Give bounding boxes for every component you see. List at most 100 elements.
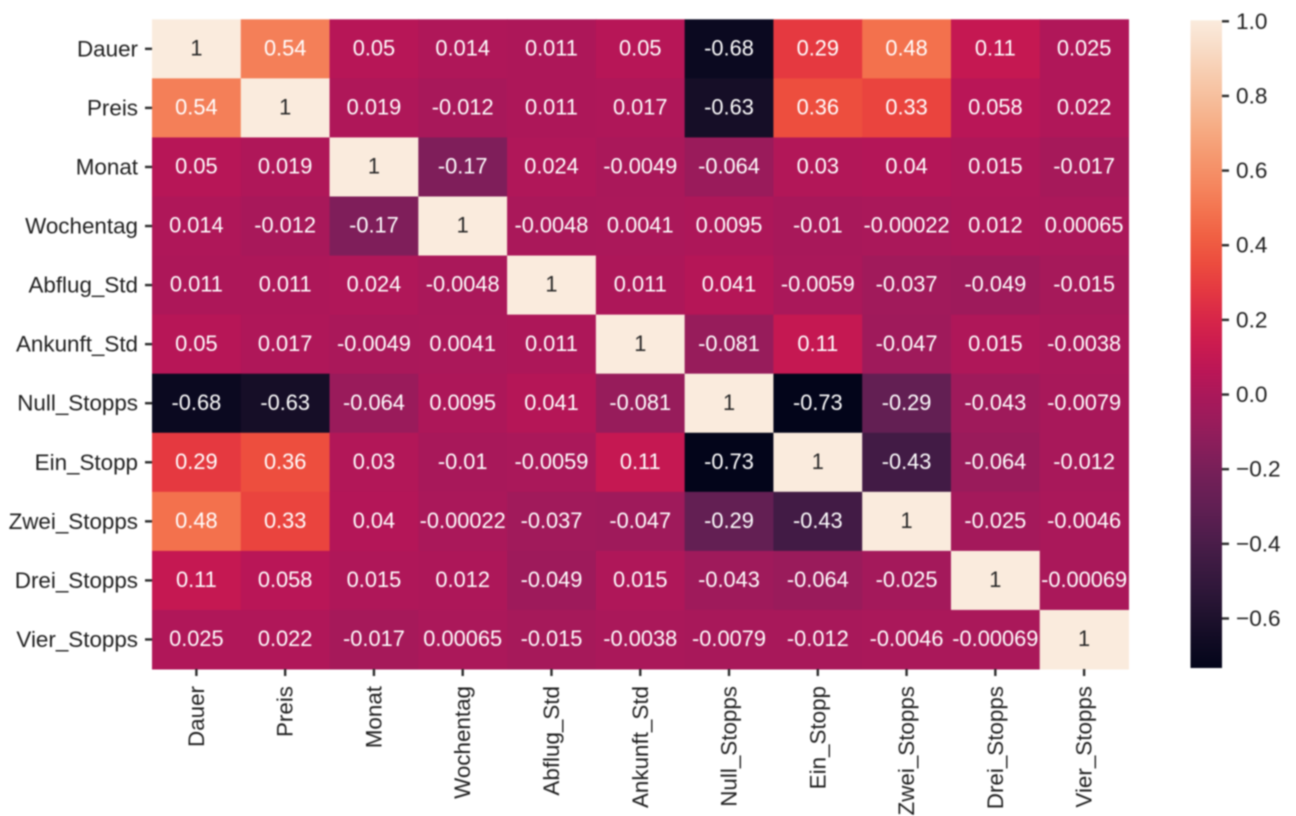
svg-text:-0.0049: -0.0049 [603, 154, 677, 179]
svg-text:−0.6: −0.6 [1236, 606, 1281, 631]
svg-text:Ein_Stopp: Ein_Stopp [805, 686, 830, 789]
svg-text:-0.015: -0.015 [521, 626, 583, 651]
svg-text:-0.064: -0.064 [343, 390, 405, 415]
svg-text:-0.0038: -0.0038 [1047, 331, 1121, 356]
svg-text:-0.73: -0.73 [793, 390, 843, 415]
svg-text:-0.43: -0.43 [882, 449, 932, 474]
svg-text:-0.043: -0.043 [964, 390, 1026, 415]
svg-text:-0.017: -0.017 [1053, 154, 1115, 179]
svg-text:0.36: 0.36 [797, 95, 839, 120]
svg-text:0.36: 0.36 [264, 449, 306, 474]
svg-text:-0.049: -0.049 [964, 272, 1026, 297]
svg-text:0.024: 0.024 [524, 154, 579, 179]
svg-text:-0.0046: -0.0046 [1047, 508, 1121, 533]
svg-text:-0.0048: -0.0048 [515, 213, 589, 238]
svg-text:0.011: 0.011 [614, 272, 667, 297]
svg-text:-0.0079: -0.0079 [1047, 390, 1121, 415]
svg-text:0.014: 0.014 [169, 213, 224, 238]
svg-text:0.022: 0.022 [1057, 95, 1112, 120]
svg-text:Vier_Stopps: Vier_Stopps [1072, 686, 1097, 808]
svg-text:0.022: 0.022 [258, 626, 313, 651]
svg-text:-0.68: -0.68 [704, 35, 754, 60]
svg-text:0.00065: 0.00065 [1045, 213, 1124, 238]
svg-text:0.05: 0.05 [619, 35, 661, 60]
svg-text:0.11: 0.11 [797, 331, 838, 356]
svg-text:Zwei_Stopps: Zwei_Stopps [894, 686, 919, 815]
svg-text:-0.047: -0.047 [876, 331, 938, 356]
svg-text:0.0041: 0.0041 [607, 213, 674, 238]
svg-text:-0.017: -0.017 [343, 626, 405, 651]
svg-text:-0.0049: -0.0049 [337, 331, 411, 356]
svg-text:-0.064: -0.064 [698, 154, 760, 179]
svg-text:0.025: 0.025 [169, 626, 224, 651]
svg-text:0.04: 0.04 [885, 154, 927, 179]
svg-text:1: 1 [190, 35, 202, 60]
svg-text:-0.17: -0.17 [349, 213, 399, 238]
svg-text:0.33: 0.33 [885, 95, 927, 120]
svg-text:1: 1 [812, 449, 824, 474]
svg-text:0.0: 0.0 [1236, 382, 1267, 407]
svg-text:-0.037: -0.037 [521, 508, 583, 533]
svg-text:0.011: 0.011 [525, 331, 578, 356]
svg-text:0.6: 0.6 [1236, 158, 1267, 183]
svg-text:1: 1 [279, 95, 291, 120]
svg-text:0.017: 0.017 [613, 95, 668, 120]
svg-text:Drei_Stopps: Drei_Stopps [983, 686, 1008, 809]
svg-text:1: 1 [634, 331, 646, 356]
svg-text:Wochentag: Wochentag [450, 686, 475, 799]
svg-text:0.33: 0.33 [264, 508, 306, 533]
svg-text:0.058: 0.058 [968, 95, 1023, 120]
svg-text:0.54: 0.54 [175, 95, 217, 120]
svg-text:Drei_Stopps: Drei_Stopps [15, 568, 138, 593]
svg-text:1.0: 1.0 [1236, 9, 1267, 34]
svg-text:0.05: 0.05 [353, 35, 395, 60]
svg-text:Abflug_Std: Abflug_Std [539, 686, 564, 796]
svg-text:0.48: 0.48 [175, 508, 217, 533]
svg-text:0.04: 0.04 [353, 508, 395, 533]
svg-text:Ein_Stopp: Ein_Stopp [35, 450, 138, 475]
svg-text:-0.29: -0.29 [704, 508, 754, 533]
svg-text:0.0095: 0.0095 [429, 390, 496, 415]
svg-text:0.0095: 0.0095 [696, 213, 763, 238]
svg-text:-0.0048: -0.0048 [426, 272, 500, 297]
svg-text:0.11: 0.11 [975, 35, 1016, 60]
svg-text:0.011: 0.011 [525, 35, 578, 60]
svg-text:0.041: 0.041 [702, 272, 757, 297]
svg-text:-0.00069: -0.00069 [1041, 567, 1127, 592]
svg-text:−0.4: −0.4 [1236, 531, 1281, 556]
svg-text:0.011: 0.011 [259, 272, 312, 297]
svg-text:Dauer: Dauer [184, 685, 209, 747]
svg-text:Preis: Preis [87, 95, 138, 120]
svg-text:-0.012: -0.012 [254, 213, 316, 238]
svg-text:-0.049: -0.049 [521, 567, 583, 592]
svg-text:0.012: 0.012 [435, 567, 490, 592]
svg-text:0.041: 0.041 [524, 390, 579, 415]
svg-text:Wochentag: Wochentag [25, 214, 138, 239]
svg-text:-0.00022: -0.00022 [420, 508, 506, 533]
svg-text:0.2: 0.2 [1236, 307, 1267, 332]
svg-text:1: 1 [368, 154, 380, 179]
svg-text:Zwei_Stopps: Zwei_Stopps [9, 509, 138, 534]
svg-text:-0.064: -0.064 [964, 449, 1026, 474]
svg-text:-0.00069: -0.00069 [952, 626, 1038, 651]
svg-text:1: 1 [1078, 626, 1090, 651]
svg-text:-0.63: -0.63 [260, 390, 310, 415]
svg-text:-0.0079: -0.0079 [692, 626, 766, 651]
svg-text:0.019: 0.019 [347, 95, 402, 120]
svg-text:0.011: 0.011 [525, 95, 578, 120]
svg-text:0.025: 0.025 [1057, 35, 1112, 60]
svg-text:-0.015: -0.015 [1053, 272, 1115, 297]
svg-text:0.017: 0.017 [258, 331, 313, 356]
svg-text:-0.025: -0.025 [964, 508, 1026, 533]
svg-text:0.8: 0.8 [1236, 83, 1267, 108]
svg-text:-0.63: -0.63 [704, 95, 754, 120]
svg-text:-0.0046: -0.0046 [870, 626, 944, 651]
svg-text:-0.081: -0.081 [609, 390, 671, 415]
svg-text:-0.0059: -0.0059 [781, 272, 855, 297]
svg-text:Dauer: Dauer [77, 36, 139, 61]
svg-text:-0.73: -0.73 [704, 449, 754, 474]
svg-text:0.019: 0.019 [258, 154, 313, 179]
svg-text:0.014: 0.014 [435, 35, 490, 60]
svg-text:0.024: 0.024 [347, 272, 402, 297]
svg-text:0.015: 0.015 [613, 567, 668, 592]
